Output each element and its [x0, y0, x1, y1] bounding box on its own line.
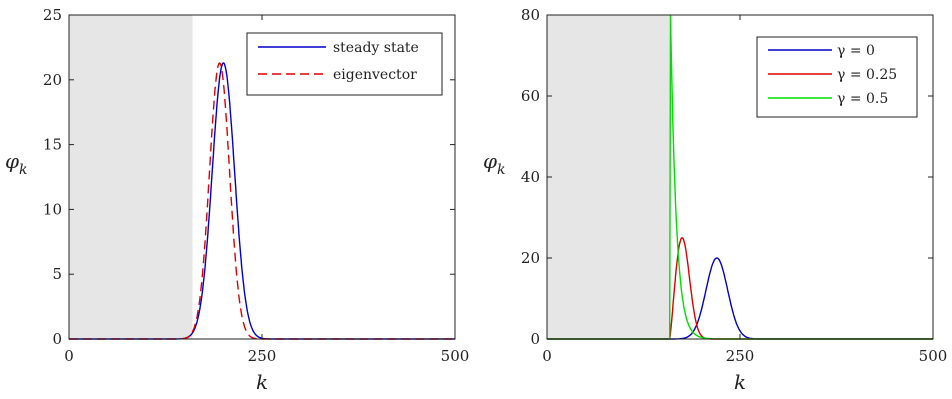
shaded-region [547, 15, 671, 339]
legend-label-2: γ = 0.25 [837, 67, 897, 83]
y-tick-label: 25 [43, 6, 62, 24]
x-tick-label: 500 [441, 347, 470, 365]
legend: γ = 0 γ = 0.25 γ = 0.5 [756, 36, 918, 118]
x-tick-label: 250 [726, 347, 755, 365]
legend-label-3: γ = 0.5 [837, 91, 888, 107]
y-tick-label: 60 [521, 87, 540, 105]
x-tick-label: 250 [248, 347, 277, 365]
y-axis-label: φk [483, 149, 506, 178]
y-tick-label: 20 [521, 249, 540, 267]
legend-label-2: eigenvector [333, 67, 417, 83]
legend-label-1: steady state [333, 40, 419, 56]
y-axis-label-subscript: k [19, 162, 27, 178]
legend-label-1: γ = 0 [837, 43, 875, 59]
y-tick-label: 0 [530, 330, 540, 348]
y-axis-label: φk [5, 149, 28, 178]
x-tick-label: 0 [64, 347, 74, 365]
x-axis-label: k [256, 370, 268, 394]
x-tick-label: 500 [919, 347, 948, 365]
x-axis-label: k [734, 370, 746, 394]
x-tick-label: 0 [542, 347, 552, 365]
y-tick-label: 0 [52, 330, 62, 348]
y-tick-label: 15 [43, 136, 62, 154]
legend-box [246, 32, 443, 96]
y-tick-label: 80 [521, 6, 540, 24]
y-tick-label: 20 [43, 71, 62, 89]
shaded-region [69, 15, 193, 339]
y-tick-label: 40 [521, 168, 540, 186]
y-tick-label: 5 [52, 265, 62, 283]
legend: steady state eigenvector [246, 32, 443, 96]
y-axis-label-subscript: k [497, 162, 505, 178]
y-tick-label: 10 [43, 200, 62, 218]
